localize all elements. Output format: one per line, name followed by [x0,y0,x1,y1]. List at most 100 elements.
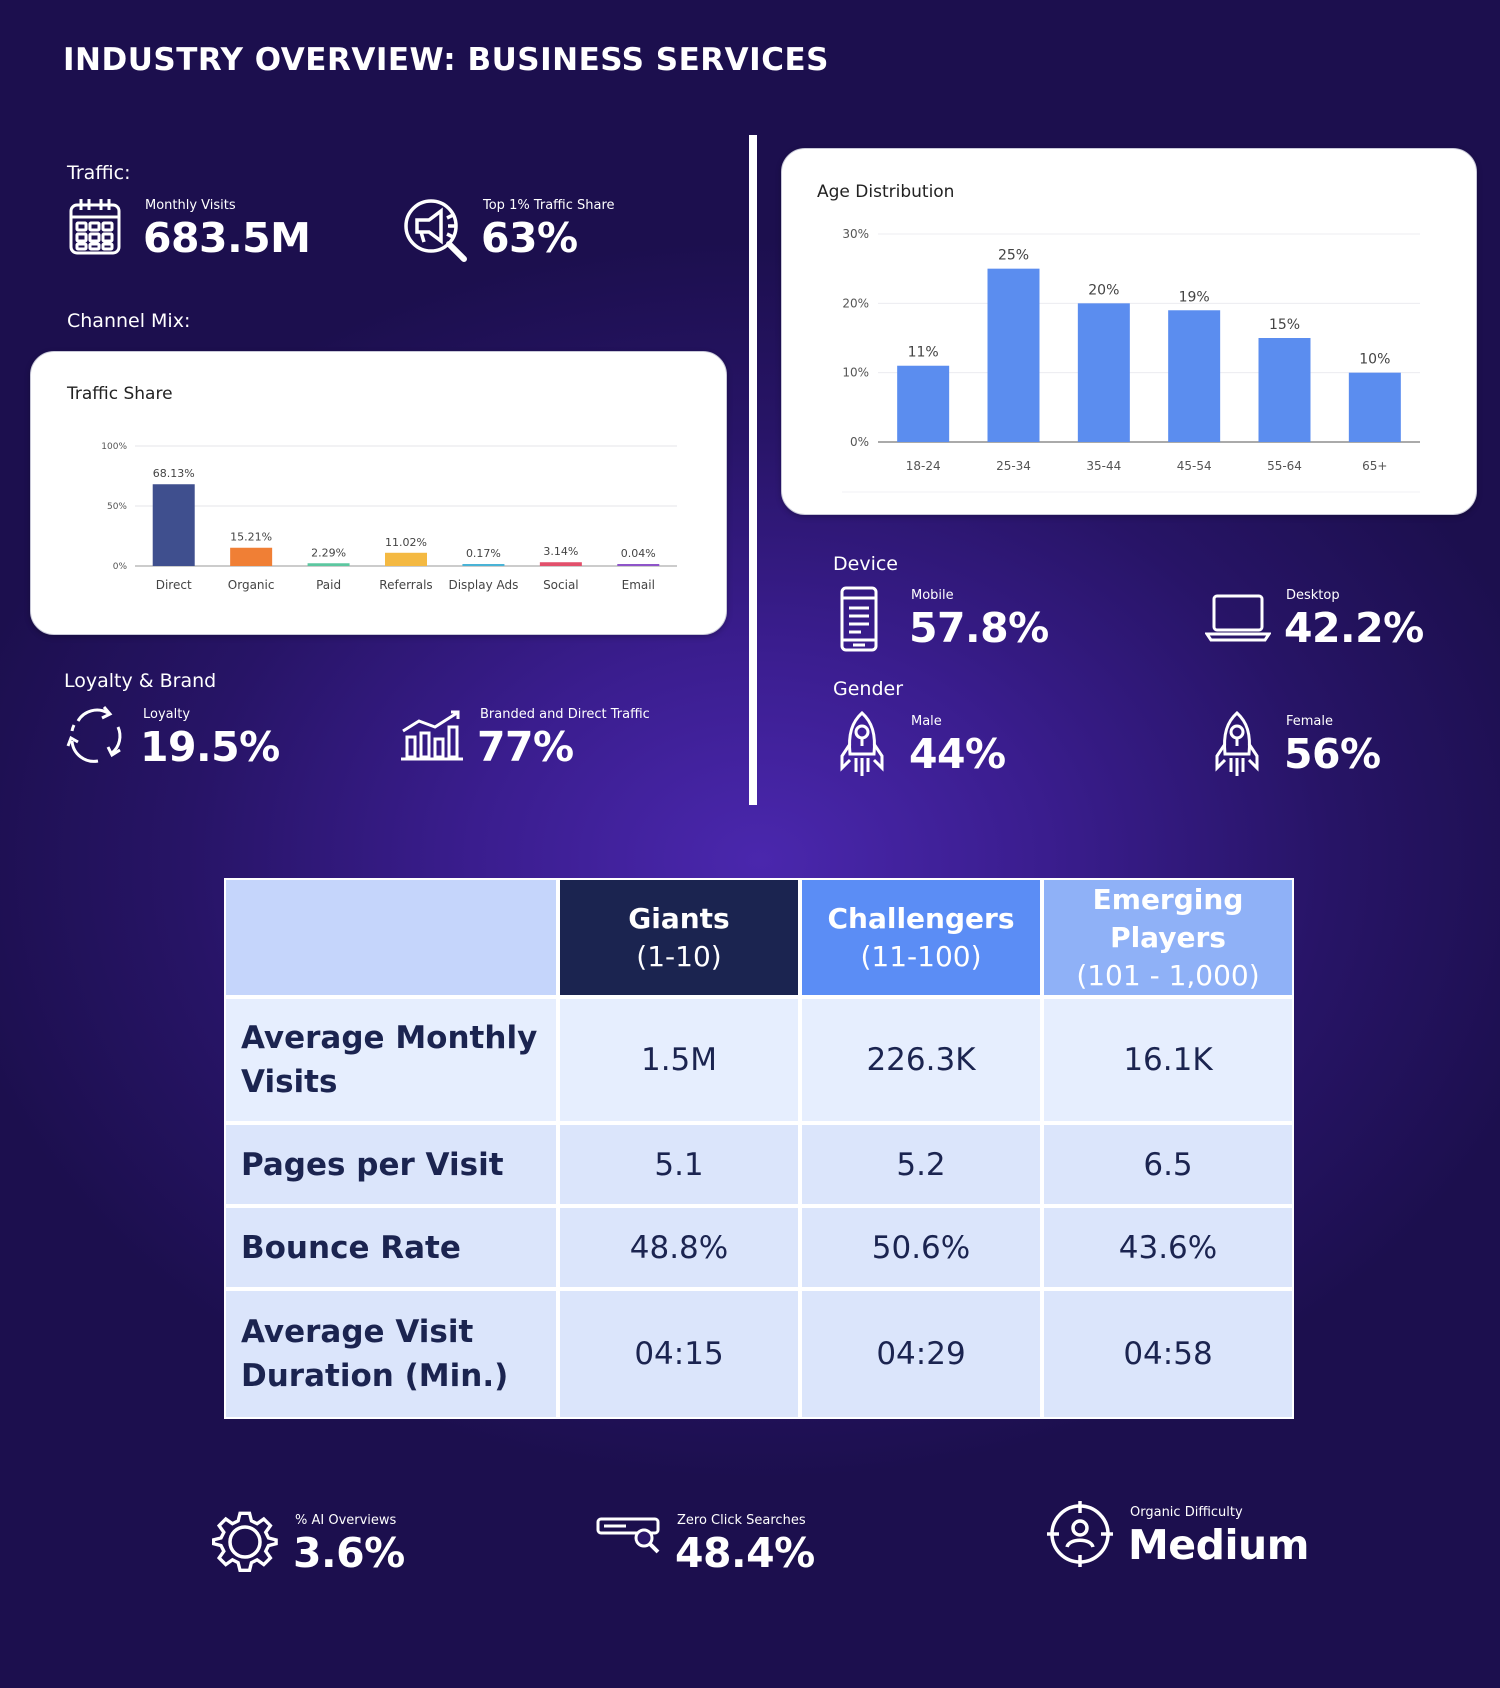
age-distribution-title: Age Distribution [817,182,955,202]
data-label: 19% [1179,289,1210,305]
table-cell: 04:58 [1044,1291,1292,1417]
monthly-visits-value: 683.5M [143,214,311,262]
channel-mix-label: Channel Mix: [67,310,191,332]
x-tick-label: 45-54 [1177,459,1212,473]
data-label: 2.29% [311,546,346,559]
x-tick-label: Social [543,578,579,592]
age-distribution-chart: 0% 10% 20% 30% 11% 18-24 25% 25-34 20% 35-44 19% 45… [842,227,1420,493]
male-label: Male [911,714,942,729]
loyalty-brand-label: Loyalty & Brand [64,670,217,692]
table-cell: 04:15 [560,1291,798,1417]
rocket-icon [1213,710,1261,778]
bar-email [617,564,660,566]
table-cell: 04:29 [802,1291,1040,1417]
table-header-cell: Challengers (11-100) [802,880,1040,995]
column-title: Challengers [827,901,1015,935]
data-label: 15.21% [230,531,272,544]
gender-label: Gender [833,678,904,700]
monthly-visits-label: Monthly Visits [145,198,236,213]
age-distribution-card: Age Distribution 0% 10% 20% 30% 11% 18-24 25% 2… [781,148,1477,515]
mobile-label: Mobile [911,588,954,603]
y-tick-label: 10% [842,366,869,380]
branded-value: 77% [477,723,574,771]
x-tick-label: Referrals [379,578,432,592]
bar-paid [307,563,350,566]
column-range: (11-100) [860,939,982,973]
desktop-label: Desktop [1286,588,1340,603]
vertical-divider [749,135,757,805]
female-label: Female [1286,714,1334,729]
column-title: Giants [628,901,730,935]
column-title: Emerging Players [1092,882,1244,954]
table-cell: 6.5 [1044,1125,1292,1204]
traffic-share-title: Traffic Share [67,384,173,404]
table-header-cell: Emerging Players (101 - 1,000) [1044,880,1292,995]
bar-age-25-34 [987,268,1040,442]
table-cell: 43.6% [1044,1208,1292,1287]
x-tick-label: 35-44 [1086,459,1121,473]
column-range: (1-10) [636,939,722,973]
cycle-arrows-icon [64,705,126,765]
table-row-label: Bounce Rate [226,1208,556,1287]
x-tick-label: Direct [156,578,192,592]
data-label: 10% [1359,352,1390,368]
x-tick-label: Display Ads [448,578,518,592]
traffic-share-card: Traffic Share 0% 50% 100% 68.13% Direct 15.21… [30,351,727,635]
table-row-label: Average Monthly Visits [226,999,556,1121]
data-label: 0.04% [621,547,656,560]
table-cell: 5.2 [802,1125,1040,1204]
traffic-label: Traffic: [67,162,131,184]
calendar-icon [68,197,122,257]
data-label: 3.14% [543,545,578,558]
data-label: 20% [1088,282,1119,298]
table-cell: 48.8% [560,1208,798,1287]
top-share-label: Top 1% Traffic Share [483,198,615,213]
gear-icon [212,1509,278,1575]
device-label: Device [833,553,898,575]
segment-comparison-table: Giants (1-10) Challengers (11-100) Emerging … [224,878,1294,1419]
organic-difficulty-value: Medium [1128,1521,1309,1569]
zero-click-value: 48.4% [675,1529,815,1577]
branded-label: Branded and Direct Traffic [480,707,650,722]
loyalty-label: Loyalty [143,707,191,722]
table-header-empty [226,880,556,995]
bar-age-55-64 [1258,338,1311,442]
x-tick-label: 25-34 [996,459,1031,473]
data-label: 15% [1269,317,1300,333]
loyalty-value: 19.5% [140,723,280,771]
column-range: (101 - 1,000) [1076,958,1260,992]
bar-direct [152,484,195,566]
organic-difficulty-label: Organic Difficulty [1130,1505,1243,1520]
target-person-icon [1047,1501,1113,1567]
table-cell: 16.1K [1044,999,1292,1121]
mobile-icon [839,586,879,652]
page-title: INDUSTRY OVERVIEW: BUSINESS SERVICES [63,42,829,78]
table-cell: 1.5M [560,999,798,1121]
mobile-value: 57.8% [909,604,1049,652]
top-share-value: 63% [481,214,578,262]
data-label: 25% [998,248,1029,264]
y-tick-label: 20% [842,296,869,310]
table-cell: 5.1 [560,1125,798,1204]
bar-social [539,562,582,566]
bar-age-45-54 [1168,310,1221,442]
table-header-cell: Giants (1-10) [560,880,798,995]
y-tick-label: 0% [850,435,869,449]
table-cell: 226.3K [802,999,1040,1121]
y-tick-label: 100% [101,442,127,452]
x-tick-label: 65+ [1362,459,1387,473]
ai-overviews-value: 3.6% [293,1529,405,1577]
bar-organic [230,547,273,566]
bar-age-35-44 [1077,303,1130,442]
zero-click-label: Zero Click Searches [677,1513,806,1528]
data-label: 68.13% [153,467,195,480]
data-label: 0.17% [466,547,501,560]
search-bar-icon [596,1516,662,1554]
male-value: 44% [909,730,1006,778]
desktop-value: 42.2% [1284,604,1424,652]
y-tick-label: 0% [113,562,128,572]
data-label: 11.02% [385,536,427,549]
x-tick-label: 55-64 [1267,459,1302,473]
bar-age-18-24 [897,365,950,442]
table-row-label: Pages per Visit [226,1125,556,1204]
